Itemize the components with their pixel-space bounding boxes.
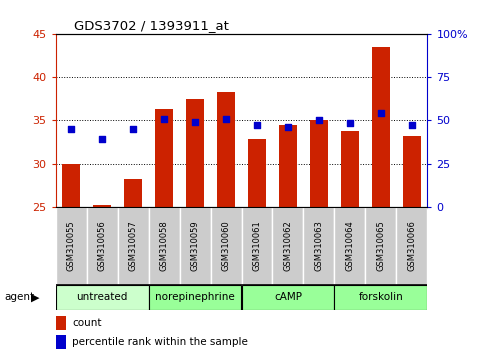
Bar bbox=[124, 179, 142, 207]
Bar bbox=[372, 47, 390, 207]
Bar bbox=[180, 207, 211, 285]
Bar bbox=[93, 205, 112, 207]
Bar bbox=[303, 207, 334, 285]
Text: GSM310063: GSM310063 bbox=[314, 221, 324, 272]
Bar bbox=[62, 164, 80, 207]
Point bbox=[315, 118, 323, 123]
Text: GSM310060: GSM310060 bbox=[222, 221, 230, 272]
Text: GSM310065: GSM310065 bbox=[376, 221, 385, 272]
Text: GSM310059: GSM310059 bbox=[190, 221, 199, 272]
Text: GSM310061: GSM310061 bbox=[253, 221, 261, 272]
Point bbox=[98, 137, 106, 142]
Text: GSM310058: GSM310058 bbox=[159, 221, 169, 272]
Bar bbox=[155, 109, 173, 207]
Bar bbox=[56, 285, 149, 310]
Bar bbox=[397, 207, 427, 285]
Text: cAMP: cAMP bbox=[274, 292, 302, 302]
Text: GSM310064: GSM310064 bbox=[345, 221, 355, 272]
Bar bbox=[248, 139, 266, 207]
Bar bbox=[279, 125, 297, 207]
Bar bbox=[149, 285, 242, 310]
Text: forskolin: forskolin bbox=[358, 292, 403, 302]
Bar bbox=[242, 207, 272, 285]
Bar bbox=[403, 136, 421, 207]
Text: GDS3702 / 1393911_at: GDS3702 / 1393911_at bbox=[74, 19, 229, 33]
Bar bbox=[341, 131, 359, 207]
Bar bbox=[56, 315, 66, 330]
Point bbox=[67, 126, 75, 132]
Text: untreated: untreated bbox=[76, 292, 128, 302]
Point bbox=[346, 120, 354, 126]
Text: ▶: ▶ bbox=[30, 292, 39, 302]
Bar bbox=[186, 99, 204, 207]
Bar bbox=[334, 207, 366, 285]
Text: GSM310055: GSM310055 bbox=[67, 221, 75, 272]
Point bbox=[160, 116, 168, 121]
Bar bbox=[272, 207, 303, 285]
Bar bbox=[211, 207, 242, 285]
Bar bbox=[86, 207, 117, 285]
Bar bbox=[149, 207, 180, 285]
Bar bbox=[366, 207, 397, 285]
Bar bbox=[242, 285, 334, 310]
Point bbox=[377, 110, 385, 116]
Point bbox=[284, 125, 292, 130]
Bar bbox=[310, 120, 328, 207]
Point bbox=[222, 116, 230, 121]
Text: GSM310056: GSM310056 bbox=[98, 221, 107, 272]
Point bbox=[129, 126, 137, 132]
Text: count: count bbox=[72, 318, 102, 327]
Text: GSM310066: GSM310066 bbox=[408, 221, 416, 272]
Bar bbox=[334, 285, 427, 310]
Text: percentile rank within the sample: percentile rank within the sample bbox=[72, 337, 248, 347]
Text: agent: agent bbox=[5, 292, 35, 302]
Bar bbox=[56, 335, 66, 349]
Point bbox=[191, 119, 199, 125]
Text: norepinephrine: norepinephrine bbox=[155, 292, 235, 302]
Bar bbox=[56, 207, 86, 285]
Point bbox=[253, 122, 261, 127]
Bar bbox=[117, 207, 149, 285]
Point bbox=[408, 122, 416, 127]
Text: GSM310057: GSM310057 bbox=[128, 221, 138, 272]
Bar bbox=[217, 92, 235, 207]
Text: GSM310062: GSM310062 bbox=[284, 221, 293, 272]
